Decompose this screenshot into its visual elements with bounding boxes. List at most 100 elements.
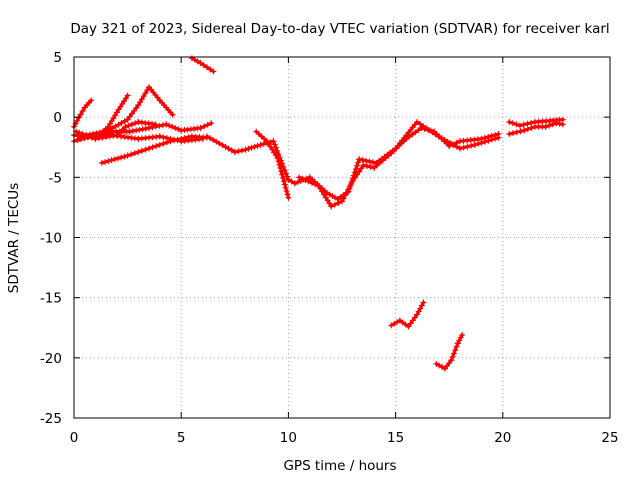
series-arc-7 xyxy=(98,133,210,166)
data-point xyxy=(204,121,211,128)
data-point xyxy=(492,131,499,138)
data-point xyxy=(128,151,135,158)
data-point xyxy=(299,175,306,182)
data-point xyxy=(160,134,167,141)
data-point xyxy=(92,131,99,138)
series-arc-14 xyxy=(506,120,566,138)
data-point xyxy=(369,159,376,166)
series-arc-13 xyxy=(433,331,466,372)
data-point xyxy=(354,171,361,178)
data-point xyxy=(171,137,178,144)
data-point xyxy=(219,142,226,149)
data-point xyxy=(280,174,287,181)
data-point xyxy=(296,174,303,181)
data-point xyxy=(225,145,232,152)
data-point xyxy=(418,302,425,309)
data-point xyxy=(414,118,421,125)
data-point xyxy=(403,135,410,142)
data-point xyxy=(89,132,96,139)
data-point xyxy=(524,126,531,133)
data-point xyxy=(200,62,207,69)
data-point xyxy=(349,177,356,184)
data-point xyxy=(506,131,513,138)
data-point xyxy=(138,96,145,103)
data-point xyxy=(405,323,412,330)
data-point xyxy=(364,163,371,170)
data-point xyxy=(242,146,249,153)
data-point xyxy=(88,97,95,104)
data-point xyxy=(294,179,301,186)
data-point xyxy=(172,124,179,131)
data-point xyxy=(516,122,523,129)
data-point xyxy=(108,157,115,164)
data-point xyxy=(203,64,210,71)
data-point xyxy=(448,357,455,364)
chart-title: Day 321 of 2023, Sidereal Day-to-day VTE… xyxy=(70,21,609,37)
data-point xyxy=(124,92,131,99)
data-point xyxy=(351,174,358,181)
data-point xyxy=(478,135,485,142)
y-tick-label: -15 xyxy=(40,291,62,307)
data-point xyxy=(513,129,520,136)
data-point xyxy=(112,123,119,130)
data-point xyxy=(207,66,214,73)
data-point xyxy=(282,170,289,177)
data-point xyxy=(118,154,125,161)
x-tick-label: 10 xyxy=(280,430,297,446)
data-point xyxy=(449,141,456,148)
data-point xyxy=(277,165,284,172)
data-point xyxy=(181,135,188,142)
data-point xyxy=(524,120,531,127)
data-point xyxy=(210,68,217,75)
data-point xyxy=(260,140,267,147)
data-point xyxy=(248,144,255,151)
data-point xyxy=(520,121,527,128)
data-point xyxy=(275,158,282,165)
data-point xyxy=(281,167,288,174)
data-point xyxy=(245,145,252,152)
data-point xyxy=(459,331,466,338)
data-point xyxy=(156,133,163,140)
data-point xyxy=(231,149,238,156)
data-point xyxy=(146,124,153,131)
data-point xyxy=(471,141,478,148)
data-point xyxy=(126,128,133,135)
data-point xyxy=(133,127,140,134)
data-point xyxy=(417,305,424,312)
data-point xyxy=(222,143,229,150)
data-point xyxy=(75,135,82,142)
data-point xyxy=(146,145,153,152)
data-point xyxy=(113,132,120,139)
data-point xyxy=(528,119,535,126)
data-point xyxy=(96,130,103,137)
data-point xyxy=(284,173,291,180)
data-point xyxy=(99,134,106,141)
data-point xyxy=(352,166,359,173)
series-line xyxy=(205,120,501,201)
data-point xyxy=(128,121,135,128)
x-tick-label: 0 xyxy=(70,430,79,446)
y-tick-label: -10 xyxy=(40,231,62,247)
data-point xyxy=(453,139,460,146)
data-point xyxy=(279,171,286,178)
data-point xyxy=(78,134,85,141)
data-point xyxy=(453,343,460,350)
data-point xyxy=(521,127,528,134)
data-point xyxy=(142,125,149,132)
data-point xyxy=(156,122,163,129)
data-point xyxy=(125,122,132,129)
data-point xyxy=(446,143,453,150)
data-point xyxy=(203,133,210,140)
data-point xyxy=(506,118,513,125)
series-arc-4 xyxy=(71,92,131,141)
data-point xyxy=(414,311,421,318)
series-arc-6 xyxy=(75,120,215,142)
data-point xyxy=(105,158,112,165)
data-point xyxy=(517,128,524,135)
data-point xyxy=(163,121,170,128)
data-point xyxy=(142,146,149,153)
data-point xyxy=(360,162,367,169)
data-point xyxy=(282,184,289,191)
data-point xyxy=(291,180,298,187)
